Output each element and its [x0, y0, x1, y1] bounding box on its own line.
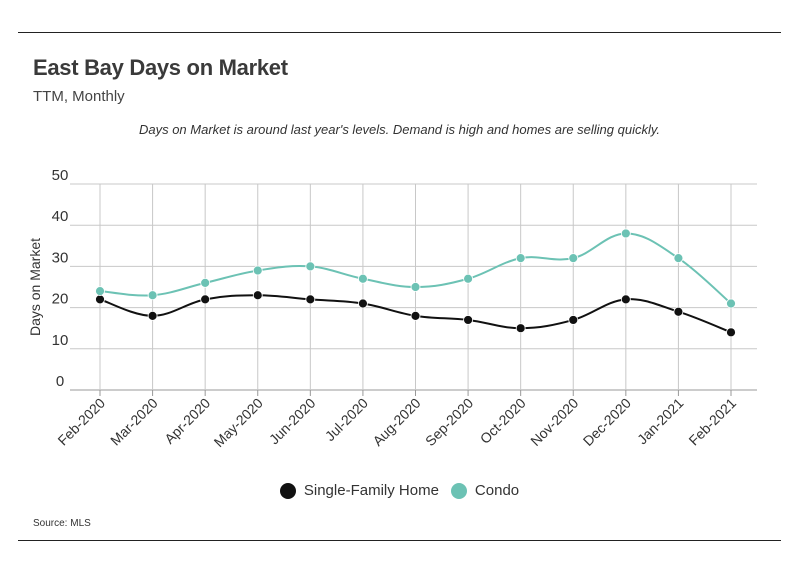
- data-point-condo: [568, 253, 579, 264]
- x-tick-label: Sep-2020: [422, 395, 476, 449]
- grid-lines: [70, 183, 757, 396]
- data-point-single-family-home: [673, 306, 684, 317]
- x-tick-label: Jun-2020: [266, 395, 319, 448]
- data-point-single-family-home: [200, 294, 211, 305]
- data-point-single-family-home: [515, 323, 526, 334]
- y-axis-label: Days on Market: [27, 238, 43, 336]
- y-tick-label: 10: [52, 332, 69, 349]
- legend-swatch: [279, 482, 296, 499]
- data-point-condo: [673, 253, 684, 264]
- data-point-condo: [200, 277, 211, 288]
- top-rule: [18, 32, 781, 33]
- data-point-single-family-home: [252, 290, 263, 301]
- data-point-single-family-home: [305, 294, 316, 305]
- legend-label: Single-Family Home: [303, 482, 439, 499]
- data-point-single-family-home: [463, 315, 473, 325]
- x-tick-label: Dec-2020: [580, 395, 634, 449]
- x-tick-label: Mar-2020: [107, 395, 161, 449]
- x-tick-label: Oct-2020: [477, 395, 529, 447]
- y-tick-label: 30: [52, 249, 69, 266]
- chart-note: Days on Market is around last year's lev…: [138, 122, 661, 137]
- legend: Single-Family Home Condo: [0, 482, 799, 499]
- data-point-condo: [463, 273, 473, 284]
- data-point-single-family-home: [410, 310, 421, 321]
- data-point-single-family-home: [568, 315, 579, 325]
- data-point-condo: [358, 273, 368, 284]
- data-point-condo: [726, 298, 736, 309]
- data-point-condo: [305, 261, 316, 272]
- data-point-condo: [95, 286, 105, 297]
- x-tick-label: Aug-2020: [369, 395, 423, 449]
- data-point-condo: [147, 290, 158, 301]
- data-point-condo: [620, 228, 631, 239]
- x-tick-label: May-2020: [211, 395, 266, 450]
- source-note: Source: MLS: [33, 518, 91, 529]
- chart-subtitle: TTM, Monthly: [33, 88, 125, 105]
- x-tick-label: Jan-2021: [634, 395, 687, 448]
- y-tick-label: 50: [52, 167, 69, 184]
- x-tick-label: Apr-2020: [161, 395, 213, 447]
- y-tick-label: 0: [56, 373, 64, 390]
- y-tick-label: 20: [52, 291, 69, 308]
- legend-label: Condo: [474, 482, 520, 499]
- data-point-single-family-home: [358, 298, 368, 309]
- legend-item-condo: Condo: [450, 482, 520, 499]
- y-tick-label: 40: [52, 208, 69, 225]
- legend-item-single-family-home: Single-Family Home: [279, 482, 439, 499]
- x-tick-label: Feb-2020: [54, 395, 108, 449]
- data-point-condo: [515, 253, 526, 264]
- data-point-condo: [252, 265, 263, 276]
- data-point-single-family-home: [620, 294, 631, 305]
- x-tick-label: Feb-2021: [685, 395, 739, 449]
- bottom-rule: [18, 540, 781, 541]
- data-point-single-family-home: [726, 327, 736, 338]
- y-tick-labels: 0 10 20 30 40 50: [52, 167, 69, 390]
- x-tick-label: Jul-2020: [322, 395, 371, 444]
- data-point-condo: [410, 282, 421, 292]
- chart-title: East Bay Days on Market: [33, 55, 288, 80]
- data-point-single-family-home: [147, 310, 158, 321]
- x-tick-label: Nov-2020: [527, 395, 581, 449]
- series-points: [95, 228, 736, 338]
- data-point-single-family-home: [95, 294, 105, 305]
- legend-swatch: [450, 482, 467, 499]
